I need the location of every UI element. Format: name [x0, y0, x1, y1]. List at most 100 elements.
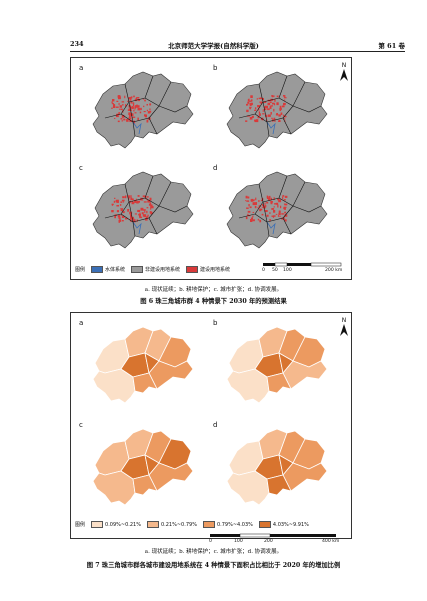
built-land-patch [278, 119, 281, 122]
city-boundary [128, 201, 134, 223]
built-land-patch [272, 216, 275, 218]
built-land-patch [268, 195, 271, 199]
built-land-patch [284, 211, 287, 214]
fig6-north-label: N [341, 62, 347, 69]
built-land-patch [134, 112, 137, 114]
built-land-patch [131, 106, 134, 109]
built-land-patch [140, 107, 142, 111]
fig6-north-arrow: N [339, 62, 349, 83]
built-land-patch [284, 214, 288, 217]
city-boundary [148, 205, 160, 219]
built-land-patch [137, 105, 140, 108]
built-land-patch [150, 207, 152, 210]
built-land-patch [270, 201, 273, 203]
built-land-patch [279, 108, 282, 110]
city-region [148, 462, 194, 492]
built-land-patch [143, 111, 146, 113]
built-land-patch [111, 101, 113, 104]
built-land-patch [134, 200, 137, 203]
city-boundary [292, 105, 322, 113]
built-land-patch [145, 218, 148, 221]
built-land-patch [258, 113, 261, 116]
city-boundary [104, 83, 130, 119]
fig6-panel-label-c: c [79, 164, 83, 172]
built-land-patch [283, 114, 285, 117]
built-land-patch [251, 115, 254, 118]
fig6-map-a: a [75, 62, 205, 159]
fig7-scale-tick-400: 400 km [322, 539, 340, 544]
fig7-panel-label-c: c [79, 421, 83, 429]
built-land-patch [283, 97, 287, 99]
built-land-patch [116, 205, 119, 207]
header-rule [70, 51, 405, 52]
built-land-patch [132, 216, 134, 220]
fig7-panel-label-b: b [213, 319, 218, 327]
built-land-patch [258, 108, 260, 111]
built-land-patch [139, 111, 142, 114]
built-land-patch [147, 111, 151, 114]
built-land-patch [283, 207, 286, 210]
built-land-patch [121, 215, 125, 218]
built-land-patch [280, 112, 283, 115]
built-land-patch [121, 101, 125, 103]
built-land-patch [270, 197, 272, 201]
built-land-patch [125, 217, 128, 220]
built-land-patch [278, 210, 281, 214]
built-land-patch [113, 104, 115, 108]
scale-bar-icon [210, 533, 336, 538]
built-land-patch [273, 95, 275, 98]
built-land-patch [276, 102, 279, 106]
fig7-legend-swatch-2 [146, 521, 159, 528]
fig6-scale-bar: 0 50 100 200 km [262, 262, 343, 276]
built-land-patch [246, 200, 250, 202]
scale-bar-icon [263, 262, 342, 267]
built-land-patch [260, 97, 263, 99]
built-land-patch [144, 210, 146, 213]
built-land-patch [126, 119, 129, 122]
built-land-patch [149, 202, 152, 204]
fig6-map-d: d [209, 162, 339, 259]
river-line [132, 121, 142, 135]
fig7-legend-label-2: 0.21%~0.79% [160, 521, 197, 528]
built-land-patch [119, 108, 121, 110]
built-land-patch [120, 201, 123, 203]
fig6-legend-swatch-nonbuilt [131, 266, 144, 273]
built-land-patch [120, 209, 123, 212]
built-land-patch [247, 99, 249, 102]
fig7-scale-tick-0: 0 [209, 539, 212, 544]
built-land-patch [249, 206, 252, 209]
built-land-patch [254, 205, 257, 209]
fig7-map-d: d [209, 419, 339, 516]
built-land-patch [247, 101, 250, 104]
built-land-patch [117, 210, 119, 212]
built-land-patch [147, 200, 151, 203]
built-land-patch [137, 97, 140, 99]
built-land-patch [254, 119, 256, 122]
fig7-map-c: c [75, 419, 205, 516]
fig6-legend-label-built: 建设用地系统 [200, 267, 231, 273]
region-outline [226, 71, 328, 149]
built-land-patch [266, 197, 270, 199]
built-land-patch [146, 104, 148, 106]
built-land-patch [270, 112, 272, 115]
built-land-patch [117, 120, 120, 123]
built-land-patch [113, 200, 116, 203]
built-land-patch [283, 199, 286, 201]
built-land-patch [247, 196, 250, 199]
built-land-patch [261, 98, 264, 101]
fig6-legend: 图例 水体系统 非建设用地系统 建设用地系统 [75, 266, 230, 273]
built-land-patch [273, 210, 276, 213]
built-land-patch [269, 101, 272, 103]
built-land-patch [257, 116, 260, 119]
built-land-patch [248, 204, 250, 207]
built-land-patch [148, 203, 152, 206]
built-land-patch [262, 118, 264, 121]
fig7-scale-tick-200: 200 [264, 539, 273, 544]
built-land-patch [264, 105, 267, 109]
built-land-patch [140, 207, 144, 211]
built-land-patch [254, 107, 256, 109]
built-land-patch [149, 108, 151, 111]
built-land-patch [266, 201, 269, 204]
built-land-patch [146, 207, 149, 209]
fig7-map-d-svg [226, 428, 328, 506]
